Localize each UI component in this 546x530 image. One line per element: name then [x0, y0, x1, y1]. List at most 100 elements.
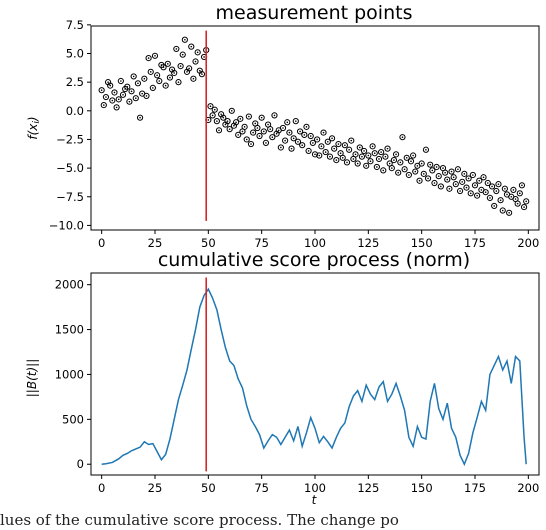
data-point: [164, 60, 171, 67]
data-point: [288, 145, 295, 152]
data-point: [516, 190, 523, 197]
data-point: [213, 118, 220, 125]
data-point: [284, 119, 291, 126]
data-point: [132, 95, 139, 102]
data-point: [501, 185, 508, 192]
data-point: [228, 107, 235, 114]
data-point: [367, 158, 374, 165]
x-tick-label: 0: [98, 481, 105, 495]
data-point: [181, 36, 188, 43]
data-point: [354, 160, 361, 167]
data-point: [162, 82, 169, 89]
y-tick-label: 0: [77, 457, 84, 471]
data-point: [476, 177, 483, 184]
data-point: [126, 98, 133, 105]
data-point: [331, 145, 338, 152]
data-point: [143, 92, 150, 100]
data-point: [497, 197, 504, 204]
data-point: [474, 192, 481, 199]
data-point: [403, 154, 410, 161]
data-point: [98, 87, 105, 94]
data-point: [382, 153, 389, 160]
data-point: [450, 174, 457, 181]
data-point: [102, 93, 110, 101]
x-axis: 0 25 50 75 100 125 150 175 200: [98, 475, 539, 495]
y-axis: −10.0 −7.5 −5.0 −2.5 0.0 2.5 5.0 7.5: [49, 18, 91, 232]
y-tick-label: 500: [62, 412, 84, 426]
line-chart: cumulative score process (norm) 05001000…: [25, 249, 540, 507]
data-point: [514, 200, 521, 207]
data-point: [247, 140, 255, 148]
x-tick-label: 100: [304, 481, 326, 495]
data-point: [279, 124, 287, 132]
data-point: [320, 129, 327, 136]
data-point: [518, 182, 526, 189]
data-point: [115, 96, 122, 103]
figure-caption: lues of the cumulative score process. Th…: [0, 511, 399, 529]
x-tick-label: 100: [304, 236, 326, 250]
data-point: [260, 128, 267, 135]
chart-title: measurement points: [216, 2, 413, 24]
data-point: [314, 136, 321, 143]
data-point: [339, 154, 346, 161]
data-point: [190, 75, 197, 82]
data-point: [369, 143, 376, 150]
data-point: [245, 113, 252, 120]
data-point: [188, 43, 195, 50]
data-point: [420, 170, 427, 177]
data-points: [98, 36, 530, 216]
data-point: [173, 45, 180, 53]
data-point: [311, 151, 319, 158]
y-axis-label: f(xi): [26, 116, 42, 139]
y-tick-label: 2000: [55, 278, 84, 292]
data-point: [333, 156, 340, 164]
data-point: [134, 80, 142, 87]
data-point: [149, 84, 156, 91]
data-point: [416, 177, 423, 184]
data-point: [371, 150, 378, 157]
data-point: [194, 49, 201, 56]
data-point: [341, 142, 348, 149]
data-point: [128, 88, 135, 95]
data-point: [360, 147, 368, 155]
data-point: [324, 138, 331, 145]
x-tick-label: 50: [201, 236, 216, 250]
data-point: [186, 65, 193, 72]
y-tick-label: 0.0: [66, 104, 84, 118]
y-axis: 0 500 1000 1500 2000: [55, 278, 91, 471]
data-point: [226, 126, 233, 133]
data-point: [109, 97, 116, 104]
data-point: [322, 148, 329, 156]
data-point: [348, 137, 355, 144]
data-point: [378, 148, 385, 156]
data-point: [480, 174, 487, 181]
data-point: [506, 209, 513, 216]
data-point: [410, 152, 417, 159]
data-point: [392, 151, 400, 158]
x-tick-label: 175: [464, 481, 486, 495]
y-tick-label: −2.5: [56, 132, 84, 146]
data-point: [452, 181, 459, 188]
x-tick-label: 50: [201, 481, 216, 495]
x-tick-label: 200: [517, 236, 539, 250]
data-point: [294, 138, 302, 145]
data-point: [442, 169, 449, 176]
data-point: [343, 159, 351, 166]
x-tick-label: 75: [254, 481, 269, 495]
data-point: [459, 178, 466, 185]
data-point: [136, 114, 144, 121]
data-point: [486, 194, 494, 202]
data-point: [390, 156, 398, 164]
y-tick-label: 5.0: [66, 47, 84, 61]
data-point: [335, 140, 342, 148]
data-point: [211, 106, 218, 113]
data-point: [232, 119, 240, 126]
plot-area: [90, 272, 540, 476]
x-tick-label: 25: [148, 236, 163, 250]
data-point: [156, 77, 163, 85]
data-point: [435, 173, 442, 180]
x-tick-label: 175: [464, 236, 486, 250]
data-point: [424, 175, 432, 182]
data-point: [431, 179, 438, 187]
data-point: [463, 184, 470, 191]
